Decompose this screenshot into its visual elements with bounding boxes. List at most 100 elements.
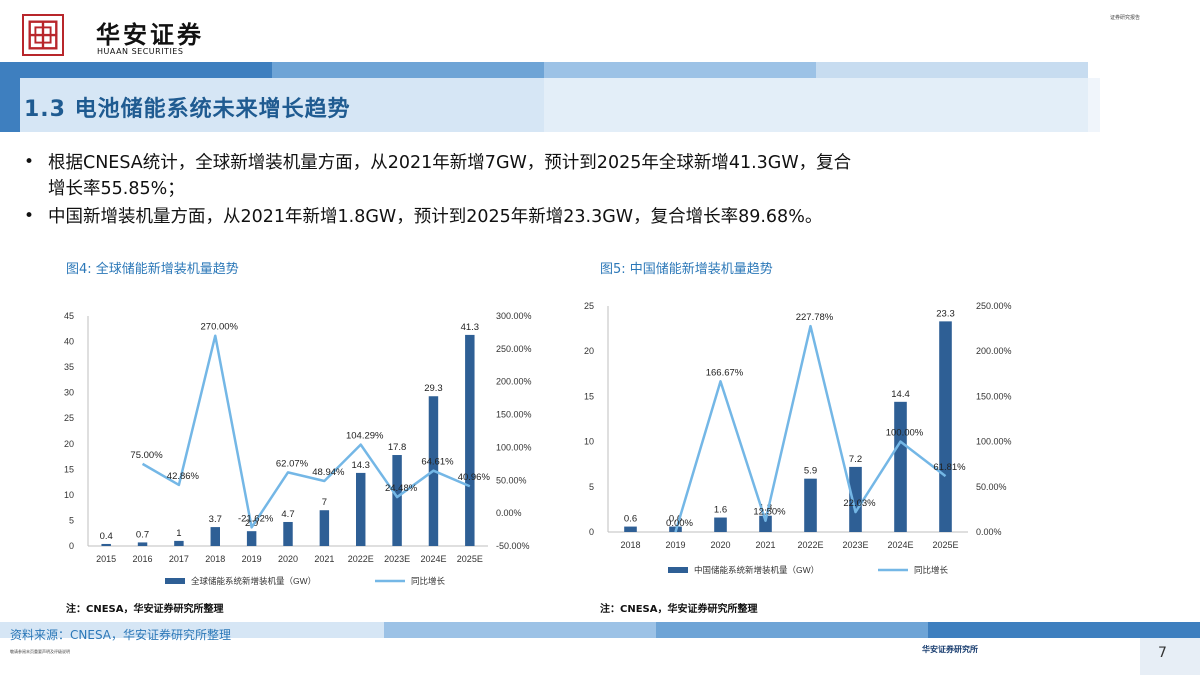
bar <box>939 321 952 532</box>
line-value-label: 270.00% <box>201 322 239 333</box>
title-band-base <box>20 78 544 132</box>
y2-tick-label: 150.00% <box>976 391 1012 401</box>
line-value-label: 75.00% <box>130 450 163 461</box>
bar-value-label: 0.4 <box>100 531 113 542</box>
x-tick-label: 2023E <box>842 540 868 550</box>
china-storage-chart: 05101520250.00%50.00%100.00%150.00%200.0… <box>584 301 1012 575</box>
bar-value-label: 1.6 <box>714 505 727 516</box>
footer-band-strip <box>656 622 928 638</box>
x-tick-label: 2019 <box>242 554 262 564</box>
y-tick-label: 15 <box>584 391 594 401</box>
figure-5-title: 图5: 中国储能新增装机量趋势 <box>600 262 773 277</box>
bar-value-label: 1 <box>176 528 181 539</box>
x-tick-label: 2021 <box>755 540 775 550</box>
x-tick-label: 2025E <box>932 540 958 550</box>
y2-tick-label: 200.00% <box>976 346 1012 356</box>
y2-tick-label: 200.00% <box>496 377 532 387</box>
line-value-label: 61.81% <box>933 462 966 473</box>
y-tick-label: 15 <box>64 464 74 474</box>
y2-tick-label: 150.00% <box>496 410 532 420</box>
x-tick-label: 2020 <box>710 540 730 550</box>
figure-4-title: 图4: 全球储能新增装机量趋势 <box>66 262 239 277</box>
logo-icon <box>22 14 64 56</box>
x-tick-label: 2019 <box>665 540 685 550</box>
line-value-label: 0.00% <box>666 518 693 529</box>
y-tick-label: 30 <box>64 388 74 398</box>
line-value-label: 42.86% <box>167 471 200 482</box>
bar <box>624 526 637 532</box>
y-tick-label: 10 <box>64 490 74 500</box>
bullet-text-1: 根据CNESA统计，全球新增装机量方面，从2021年新增7GW，预计到2025年… <box>48 150 1178 202</box>
title-band-strip <box>544 62 816 78</box>
x-tick-label: 2020 <box>278 554 298 564</box>
x-tick-label: 2024E <box>420 554 446 564</box>
legend-line-label: 同比增长 <box>411 576 446 586</box>
bar <box>101 543 111 546</box>
bar-value-label: 23.3 <box>936 308 955 319</box>
legend-bar-swatch <box>668 567 688 573</box>
y2-tick-label: 50.00% <box>496 475 527 485</box>
bar <box>714 517 727 532</box>
title-band-strip <box>0 62 272 78</box>
y2-tick-label: 50.00% <box>976 482 1007 492</box>
legend-bar-swatch <box>165 578 185 584</box>
legend-bar-label: 全球储能系统新增装机量（GW） <box>191 576 316 586</box>
line-value-label: 64.61% <box>421 457 454 468</box>
bar-value-label: 14.4 <box>891 389 910 400</box>
y2-tick-label: 300.00% <box>496 311 532 321</box>
y-tick-label: 10 <box>584 437 594 447</box>
brand-name-en: HUAAN SECURITIES <box>97 47 184 56</box>
bar <box>392 455 402 546</box>
x-tick-label: 2025E <box>457 554 483 564</box>
y2-tick-label: 250.00% <box>976 301 1012 311</box>
x-tick-label: 2021 <box>314 554 334 564</box>
bar-value-label: 29.3 <box>424 383 443 394</box>
bar-value-label: 17.8 <box>388 442 407 453</box>
slide-title: 1.3 电池储能系统未来增长趋势 <box>24 97 351 122</box>
figure-4-note: 注：CNESA，华安证券研究所整理 <box>66 604 224 615</box>
title-band-base <box>1088 78 1100 132</box>
x-tick-label: 2018 <box>205 554 225 564</box>
y-tick-label: 35 <box>64 362 74 372</box>
report-tag: 证券研究报告 <box>1109 15 1140 21</box>
line-value-label: 40.96% <box>458 472 491 483</box>
y-tick-label: 0 <box>589 527 594 537</box>
figure-5-note: 注：CNESA，华安证券研究所整理 <box>600 604 758 615</box>
line-value-label: -21.62% <box>238 513 274 524</box>
title-band-base <box>544 78 1088 132</box>
line-value-label: 12.50% <box>753 507 786 518</box>
bar <box>174 540 184 546</box>
title-band-strip <box>272 62 544 78</box>
line-value-label: 227.78% <box>796 312 834 323</box>
bar-value-label: 5.9 <box>804 466 817 477</box>
bullet-1-line-1: 根据CNESA统计，全球新增装机量方面，从2021年新增7GW，预计到2025年… <box>48 153 852 173</box>
bar-value-label: 0.6 <box>669 514 682 525</box>
y-tick-label: 25 <box>64 413 74 423</box>
bullet-1-line-2: 增长率55.85%； <box>48 179 185 199</box>
bullet-icon: • <box>24 152 35 172</box>
y2-tick-label: 100.00% <box>976 437 1012 447</box>
bar <box>319 510 330 546</box>
line-value-label: 100.00% <box>886 428 924 439</box>
bar <box>210 527 220 546</box>
bar <box>804 478 817 532</box>
bar-value-label: 4.7 <box>281 509 294 520</box>
line-value-label: 104.29% <box>346 431 384 442</box>
line-value-label: 62.07% <box>276 458 309 469</box>
brand-name-cn: 华安证券 <box>96 20 204 49</box>
bar <box>849 466 862 532</box>
y2-tick-label: 0.00% <box>976 527 1002 537</box>
x-tick-label: 2023E <box>384 554 410 564</box>
x-tick-label: 2022E <box>348 554 374 564</box>
bar-value-label: 0.7 <box>136 529 149 540</box>
line-value-label: 22.03% <box>843 498 876 509</box>
y-tick-label: 20 <box>64 439 74 449</box>
footer-band-strip <box>384 622 656 638</box>
growth-line <box>674 324 947 533</box>
y2-tick-label: -50.00% <box>496 541 530 551</box>
x-tick-label: 2024E <box>887 540 913 550</box>
bullet-icon: • <box>24 206 35 226</box>
bar <box>137 542 148 546</box>
line-value-label: 24.48% <box>385 483 418 494</box>
x-tick-label: 2016 <box>133 554 153 564</box>
